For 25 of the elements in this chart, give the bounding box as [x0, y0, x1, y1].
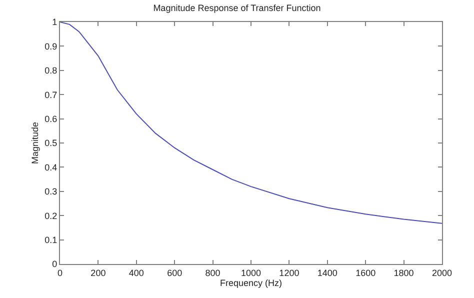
x-axis-title: Frequency (Hz) — [220, 278, 282, 288]
y-tick-label: 0 — [52, 259, 58, 270]
x-tick-label: 2000 — [432, 268, 452, 278]
x-tick-label: 1800 — [394, 268, 414, 278]
y-axis-title: Magnitude — [30, 122, 40, 164]
y-tick-label: 0.3 — [44, 186, 58, 197]
x-tick-label: 1400 — [317, 268, 338, 278]
y-tick-label: 0.9 — [44, 41, 58, 52]
y-tick-label: 0.4 — [44, 162, 58, 172]
y-tick-label: 0.8 — [44, 66, 58, 76]
x-tick-label: 400 — [128, 268, 144, 278]
x-tick-label: 200 — [90, 268, 106, 278]
y-tick-label: 0.6 — [44, 114, 58, 124]
x-tick-label: 600 — [167, 268, 182, 278]
y-tick-label: 0.7 — [44, 90, 58, 100]
line-series — [60, 22, 442, 224]
y-tick-label: 0.1 — [44, 234, 58, 245]
x-tick-label: 1200 — [279, 268, 300, 278]
x-tick-label: 1000 — [240, 268, 262, 278]
y-tick-label: 0.2 — [44, 210, 58, 221]
x-tick-label: 800 — [205, 268, 220, 278]
y-tick-label: 0.5 — [44, 138, 58, 148]
x-tick-label: 1600 — [356, 268, 376, 278]
chart-title: Magnitude Response of Transfer Function — [153, 2, 321, 13]
y-tick-label: 1 — [52, 17, 58, 28]
